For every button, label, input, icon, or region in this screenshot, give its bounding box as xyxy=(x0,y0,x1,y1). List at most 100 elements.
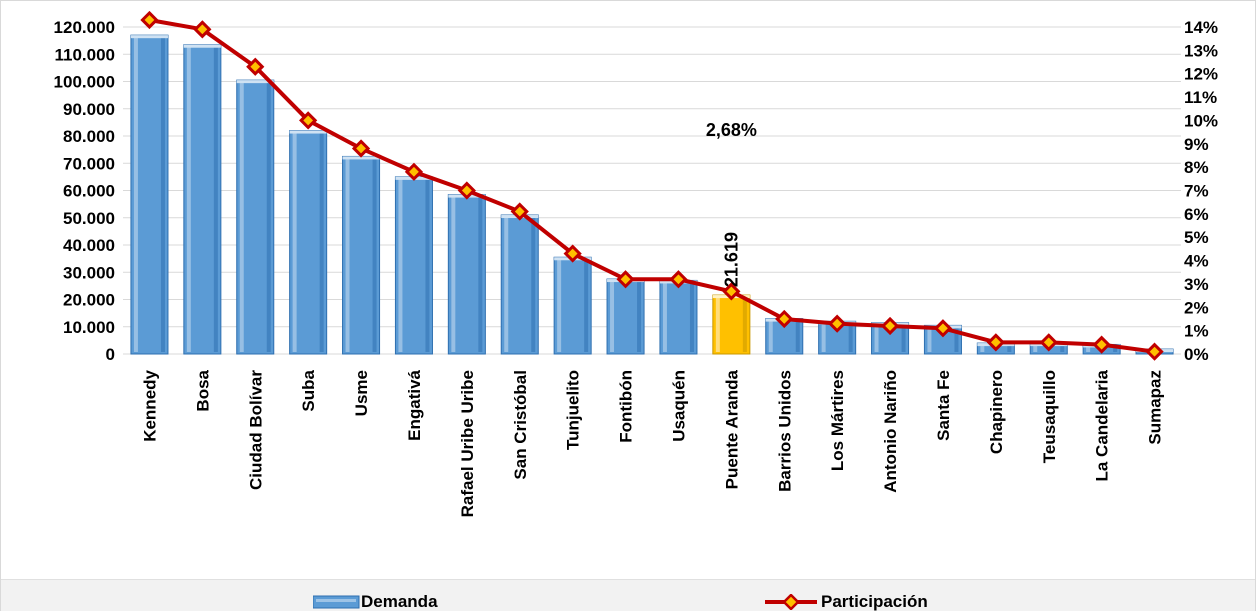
bar xyxy=(447,194,486,355)
bar-shade-right xyxy=(1060,345,1065,352)
bar-highlight-left xyxy=(1086,346,1091,352)
bar-shade-right xyxy=(372,158,377,352)
right-tick-label: 11% xyxy=(1184,88,1217,107)
participation-marker xyxy=(457,181,476,200)
right-tick-label: 3% xyxy=(1184,275,1209,294)
legend-label-participacion: Participación xyxy=(821,592,928,611)
left-tick-label: 110.000 xyxy=(54,45,115,64)
bar-highlight-left xyxy=(927,327,932,352)
right-tick-label: 2% xyxy=(1184,298,1209,317)
left-tick-label: 50.000 xyxy=(63,209,115,228)
left-tick-label: 0 xyxy=(106,345,115,364)
bar-highlight-left xyxy=(610,281,615,352)
participation-line xyxy=(149,18,1155,354)
bar-highlight-left xyxy=(398,178,403,352)
category-label: Suba xyxy=(299,369,318,411)
participation-marker xyxy=(351,139,371,158)
bar-highlight-left xyxy=(874,324,879,352)
category-label: Fontibón xyxy=(617,370,636,443)
participation-marker xyxy=(986,333,1005,352)
participation-line-layer xyxy=(149,18,1155,354)
participation-marker xyxy=(299,111,318,130)
bar-shade-right xyxy=(213,46,218,353)
left-tick-label: 70.000 xyxy=(63,154,115,173)
bar-shade-right xyxy=(425,178,430,352)
right-axis-ticks: 0% 1% 2% 3% 4% 5% 6% 7% 8% 9% 10% 11% 12% 13% 14% xyxy=(1184,18,1218,364)
right-tick-label: 0% xyxy=(1184,345,1209,364)
bar-highlight-left xyxy=(662,282,667,352)
left-tick-label: 90.000 xyxy=(63,100,115,119)
participation-marker xyxy=(616,270,635,289)
bar-top-edge xyxy=(289,130,327,134)
bar-shade-right xyxy=(531,217,536,352)
legend-item-demanda: Demanda xyxy=(313,592,438,612)
bar-top-edge xyxy=(342,156,380,160)
gridlines xyxy=(123,26,1181,355)
category-label: Barrios Unidos xyxy=(775,370,794,492)
participation-marker xyxy=(563,244,582,263)
left-tick-label: 80.000 xyxy=(63,127,115,146)
participation-marker xyxy=(828,314,847,333)
bar-shade-right xyxy=(954,327,959,352)
participation-marker xyxy=(510,202,529,221)
bar-highlight-left xyxy=(557,259,562,352)
category-label: Ciudad Bolívar xyxy=(246,370,265,490)
puente-aranda-bar-label: 21.619 xyxy=(721,232,741,287)
left-tick-label: 60.000 xyxy=(63,182,115,201)
left-tick-label: 100.000 xyxy=(54,73,115,92)
participation-markers xyxy=(140,10,1164,361)
left-tick-label: 120.000 xyxy=(54,18,115,37)
bar xyxy=(289,130,328,355)
category-label: La Candelaria xyxy=(1093,369,1112,481)
right-tick-label: 9% xyxy=(1184,135,1209,154)
category-label: Engativá xyxy=(405,369,424,440)
legend-item-participacion: Participación xyxy=(763,592,928,612)
bar-highlight-left xyxy=(980,345,985,352)
left-tick-label: 40.000 xyxy=(63,236,115,255)
bar xyxy=(342,155,381,355)
bar xyxy=(659,279,698,355)
bar-shade-right xyxy=(1007,345,1012,352)
bar xyxy=(394,176,433,355)
right-tick-label: 12% xyxy=(1184,65,1218,84)
legend: Demanda Participación xyxy=(1,579,1255,611)
bar-highlight-left xyxy=(451,196,456,352)
category-label: Teusaquillo xyxy=(1040,370,1059,463)
bar-highlight-left xyxy=(768,320,773,352)
category-label: Chapinero xyxy=(987,370,1006,454)
bar-highlight-left xyxy=(1033,345,1038,352)
left-tick-label: 20.000 xyxy=(63,291,115,310)
participation-marker xyxy=(140,10,159,30)
left-tick-label: 30.000 xyxy=(63,263,115,282)
participation-marker xyxy=(1039,333,1058,352)
participation-marker xyxy=(1092,335,1111,354)
bar xyxy=(500,214,539,355)
category-label: Kennedy xyxy=(140,369,159,441)
bar-shade-right xyxy=(478,196,483,352)
bar-highlight-left xyxy=(292,132,297,352)
bar xyxy=(183,44,222,355)
bar-highlight-left xyxy=(186,46,191,353)
category-label: Bosa xyxy=(193,369,212,411)
bar-shade-right xyxy=(689,282,694,352)
participation-marker xyxy=(669,270,688,289)
bar xyxy=(712,294,751,355)
bar xyxy=(553,256,592,355)
participation-marker xyxy=(1145,342,1164,361)
category-label: Rafael Uribe Uribe xyxy=(458,370,477,517)
right-tick-label: 6% xyxy=(1184,205,1209,224)
bar-highlight-left xyxy=(239,82,244,352)
bar-highlight-left xyxy=(345,158,350,352)
bar-top-edge xyxy=(130,35,168,39)
participation-marker xyxy=(880,316,900,336)
bar-shade-right xyxy=(266,82,271,352)
puente-aranda-share-label: 2,68% xyxy=(706,120,757,140)
participation-marker xyxy=(933,319,953,338)
bar-shade-right xyxy=(637,281,642,352)
right-tick-label: 7% xyxy=(1184,182,1209,201)
bar-shade-right xyxy=(584,259,589,352)
bar xyxy=(236,79,275,355)
bar-top-edge xyxy=(236,80,274,84)
legend-bar-swatch xyxy=(313,595,360,609)
